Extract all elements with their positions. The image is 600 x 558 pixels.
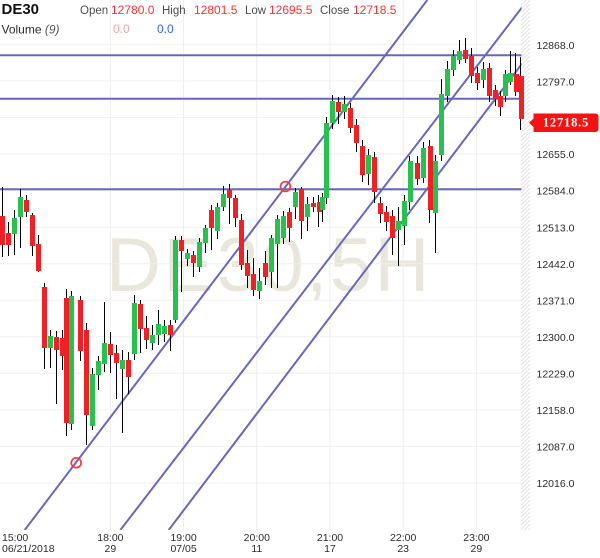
svg-text:12801.5: 12801.5 xyxy=(194,3,238,17)
svg-text:21:00: 21:00 xyxy=(317,532,343,544)
svg-text:20:00: 20:00 xyxy=(244,532,270,544)
svg-text:DE30,5H: DE30,5H xyxy=(106,223,432,308)
svg-text:18:00: 18:00 xyxy=(97,532,123,544)
svg-text:12868.0: 12868.0 xyxy=(537,40,575,52)
svg-text:0.0: 0.0 xyxy=(157,22,174,36)
svg-text:12797.0: 12797.0 xyxy=(537,77,575,89)
svg-text:19:00: 19:00 xyxy=(170,532,196,544)
svg-text:Open: Open xyxy=(80,5,108,17)
svg-text:23: 23 xyxy=(397,543,409,555)
svg-text:Volume (9): Volume (9) xyxy=(2,23,60,37)
svg-text:29: 29 xyxy=(471,543,483,555)
svg-text:High: High xyxy=(162,5,186,17)
svg-text:12158.0: 12158.0 xyxy=(537,405,575,417)
svg-text:11: 11 xyxy=(251,543,262,555)
svg-text:12695.5: 12695.5 xyxy=(269,3,313,17)
svg-text:0.0: 0.0 xyxy=(113,22,130,36)
svg-text:12655.0: 12655.0 xyxy=(537,149,575,161)
svg-text:06/21/2018: 06/21/2018 xyxy=(2,543,55,555)
svg-text:Low: Low xyxy=(245,5,267,17)
svg-text:23:00: 23:00 xyxy=(463,532,489,544)
svg-text:29: 29 xyxy=(105,543,117,555)
svg-text:22:00: 22:00 xyxy=(390,532,416,544)
svg-text:12300.0: 12300.0 xyxy=(537,332,575,344)
svg-text:12780.0: 12780.0 xyxy=(111,3,155,17)
svg-text:12229.0: 12229.0 xyxy=(537,369,575,381)
svg-text:15:00: 15:00 xyxy=(2,532,28,544)
svg-text:Close: Close xyxy=(320,5,349,17)
svg-text:12584.0: 12584.0 xyxy=(537,186,575,198)
svg-text:12371.0: 12371.0 xyxy=(537,295,575,307)
svg-text:12442.0: 12442.0 xyxy=(537,259,575,271)
svg-text:DE30: DE30 xyxy=(2,1,40,18)
svg-text:12087.0: 12087.0 xyxy=(537,442,575,454)
svg-text:12016.0: 12016.0 xyxy=(537,478,575,490)
svg-text:07/05: 07/05 xyxy=(170,543,196,555)
svg-text:17: 17 xyxy=(324,543,336,555)
svg-text:12718.5: 12718.5 xyxy=(543,116,589,130)
svg-text:12513.0: 12513.0 xyxy=(537,222,575,234)
svg-text:12718.5: 12718.5 xyxy=(353,3,397,17)
